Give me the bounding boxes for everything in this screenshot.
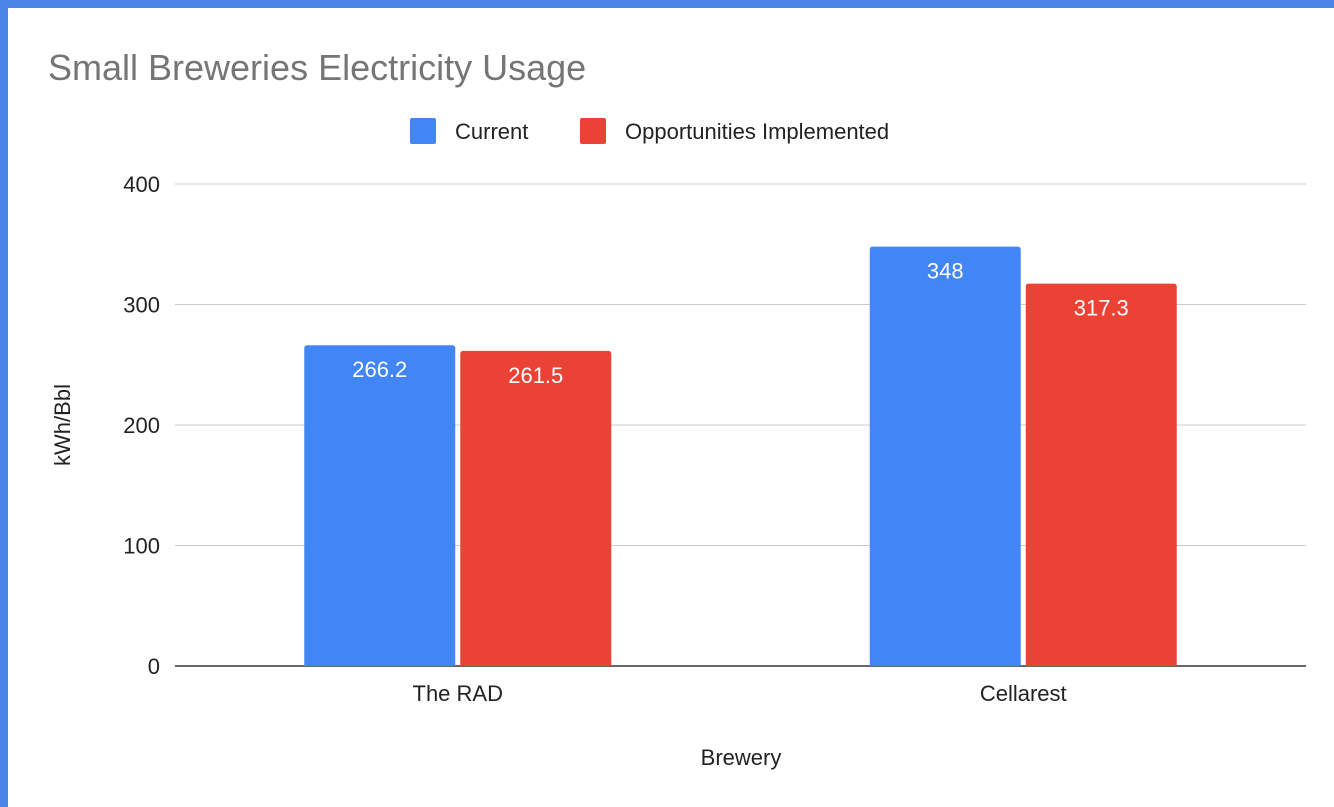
x-axis-label: Brewery — [701, 745, 782, 770]
data-label-0-0: 266.2 — [352, 357, 407, 382]
y-tick-label: 0 — [148, 654, 160, 679]
bars: 266.2 261.5 348 317.3 — [304, 246, 1177, 666]
data-label-1-0: 348 — [927, 259, 964, 284]
bar-1-1 — [1025, 283, 1177, 666]
bar-1-0 — [869, 246, 1021, 666]
legend-swatch-1 — [580, 118, 606, 144]
x-category-label: Cellarest — [980, 681, 1067, 706]
chart-frame: Small Breweries Electricity Usage Curren… — [8, 8, 1334, 807]
y-axis-ticks: 0 100 200 300 400 — [123, 172, 160, 679]
chart-title: Small Breweries Electricity Usage — [48, 47, 586, 88]
legend-swatch-0 — [410, 118, 436, 144]
data-label-0-1: 261.5 — [508, 363, 563, 388]
y-tick-label: 200 — [123, 413, 160, 438]
y-tick-label: 400 — [123, 172, 160, 197]
y-axis-label: kWh/Bbl — [50, 384, 75, 466]
y-tick-label: 100 — [123, 534, 160, 559]
legend-label-0: Current — [455, 119, 528, 144]
x-category-label: The RAD — [413, 681, 503, 706]
legend-label-1: Opportunities Implemented — [625, 119, 889, 144]
legend: Current Opportunities Implemented — [410, 118, 889, 144]
y-tick-label: 300 — [123, 293, 160, 318]
bar-0-0 — [304, 345, 456, 666]
bar-0-1 — [460, 350, 612, 666]
data-label-1-1: 317.3 — [1074, 296, 1129, 321]
x-axis-categories: The RAD Cellarest — [413, 681, 1067, 706]
bar-chart: Small Breweries Electricity Usage Curren… — [48, 47, 1306, 770]
